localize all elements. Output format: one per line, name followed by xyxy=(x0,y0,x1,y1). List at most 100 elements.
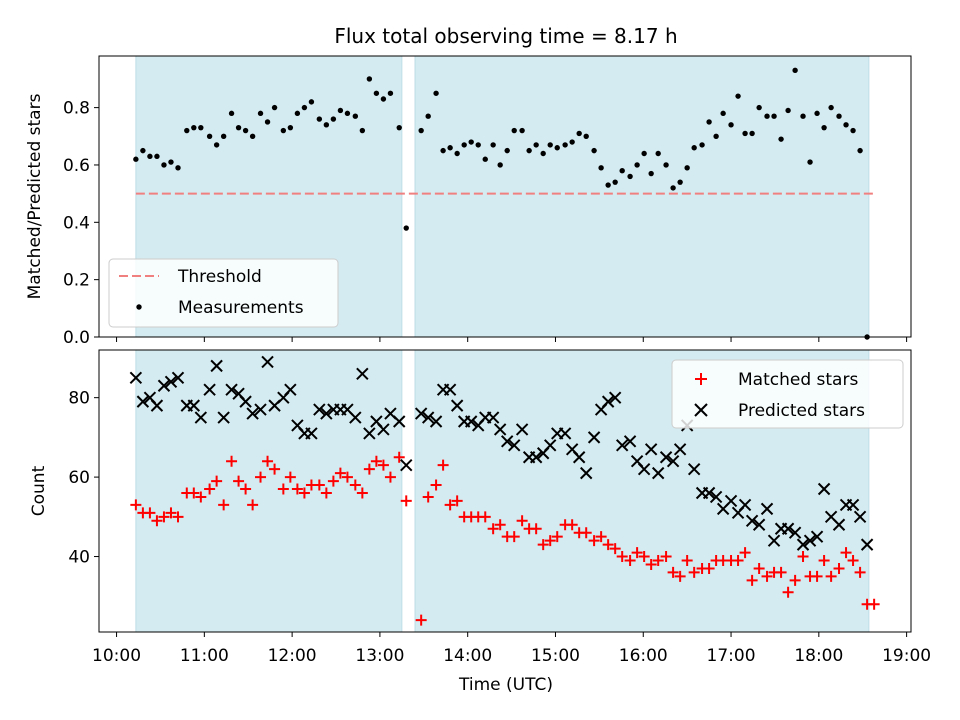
predicted-stars-point xyxy=(615,439,629,452)
measurements-point xyxy=(655,150,661,157)
matched-stars-point xyxy=(667,566,679,578)
measurements-point xyxy=(735,93,741,99)
measurements-point xyxy=(720,110,726,117)
predicted-stars-point xyxy=(788,526,802,539)
measurements-point xyxy=(807,159,813,165)
predicted-stars-point xyxy=(544,439,557,452)
predicted-stars-point xyxy=(666,455,680,468)
matched-stars-point xyxy=(616,551,628,563)
predicted-stars-point xyxy=(500,435,514,448)
measurements-point xyxy=(380,96,387,102)
matched-stars-point xyxy=(172,511,184,523)
matched-stars-point xyxy=(400,495,412,507)
matched-stars-point xyxy=(269,463,281,475)
predicted-stars-point xyxy=(313,403,326,416)
matched-stars-point xyxy=(789,574,801,586)
predicted-stars-point xyxy=(659,451,673,464)
measurements-point xyxy=(850,127,856,134)
matched-stars-point xyxy=(211,475,223,487)
measurements-point xyxy=(387,90,394,96)
predicted-stars-point xyxy=(781,522,795,535)
predicted-stars-point xyxy=(687,462,701,476)
matched-stars-point xyxy=(746,574,758,586)
predicted-stars-point xyxy=(261,355,274,369)
matched-stars-point xyxy=(233,475,245,487)
predicted-stars-point xyxy=(637,462,651,476)
y-tick-label: 0.0 xyxy=(63,328,90,348)
matched-stars-point xyxy=(298,487,310,499)
measurements-point xyxy=(228,110,235,117)
matched-stars-point xyxy=(674,570,686,582)
x-tick-label: 17:00 xyxy=(707,646,756,666)
matched-stars-point xyxy=(188,487,200,499)
predicted-stars-point xyxy=(724,494,738,508)
measurements-point xyxy=(198,124,204,131)
predicted-stars-point xyxy=(171,371,185,385)
predicted-stars-point xyxy=(558,427,572,440)
measurements-point xyxy=(184,127,190,134)
predicted-stars-point xyxy=(164,375,178,388)
matched-stars-point xyxy=(825,570,837,582)
predicted-stars-point xyxy=(745,514,759,527)
measurements-point xyxy=(454,150,460,157)
measurements-point xyxy=(271,104,278,111)
measurements-point xyxy=(373,90,380,96)
measurements-point xyxy=(547,142,553,148)
matched-stars-point xyxy=(544,535,556,547)
measurements-point xyxy=(713,133,719,139)
matched-stars-point xyxy=(811,570,823,582)
measurements-point xyxy=(264,119,271,125)
measurements-point xyxy=(287,124,294,131)
measurements-point xyxy=(191,124,197,131)
measurements-point xyxy=(497,162,503,168)
predicted-stars-point xyxy=(356,367,369,381)
matched-stars-point xyxy=(833,562,845,574)
measurements-point xyxy=(771,113,777,119)
matched-stars-point xyxy=(334,467,346,479)
x-tick-label: 10:00 xyxy=(92,646,141,666)
matched-stars-point xyxy=(327,475,339,487)
matched-stars-point xyxy=(530,523,542,535)
x-tick-label: 11:00 xyxy=(180,646,229,666)
matched-stars-point xyxy=(782,586,794,598)
predicted-stars-point xyxy=(157,379,171,392)
predicted-stars-point xyxy=(608,391,622,404)
measurements-point xyxy=(576,130,582,137)
measurements-point xyxy=(677,179,683,185)
measurements-point xyxy=(742,130,748,137)
matched-stars-point xyxy=(377,459,389,471)
ratio-plot-frame xyxy=(98,55,912,338)
predicted-stars-point xyxy=(486,411,500,424)
matched-stars-point xyxy=(580,527,592,539)
measurements-point xyxy=(140,147,146,154)
y-tick-label: 0.4 xyxy=(63,213,90,233)
measurements-point xyxy=(569,139,575,145)
matched-stars-point xyxy=(218,499,230,511)
shaded-interval xyxy=(414,55,870,338)
matched-stars-point xyxy=(638,551,650,563)
legend-measurements-swatch xyxy=(136,304,142,310)
ratio-y-axis-label: Matched/Predicted stars xyxy=(25,93,45,299)
predicted-stars-point xyxy=(194,411,208,424)
counts-plot-frame xyxy=(98,349,912,633)
matched-stars-point xyxy=(588,535,600,547)
ratio-panel: 0.00.20.40.60.8 Matched/Predicted stars … xyxy=(25,55,912,348)
y-tick-label: 40 xyxy=(68,548,90,568)
matched-stars-point xyxy=(847,555,859,567)
matched-stars-point xyxy=(437,459,449,471)
measurements-point xyxy=(857,147,863,154)
matched-stars-point xyxy=(797,551,809,563)
predicted-stars-point xyxy=(738,498,752,512)
y-tick-label: 0.8 xyxy=(63,99,90,119)
measurements-point xyxy=(583,133,589,139)
x-tick-label: 19:00 xyxy=(882,646,931,666)
legend-matched-label: Matched stars xyxy=(738,370,858,390)
predicted-stars-point xyxy=(363,427,376,440)
measurements-point xyxy=(396,124,402,131)
predicted-stars-point xyxy=(217,411,230,424)
matched-stars-point xyxy=(739,547,751,559)
predicted-stars-point xyxy=(187,399,201,412)
predicted-stars-point xyxy=(601,395,615,408)
predicted-stars-point xyxy=(810,530,824,543)
predicted-stars-point xyxy=(443,383,457,396)
